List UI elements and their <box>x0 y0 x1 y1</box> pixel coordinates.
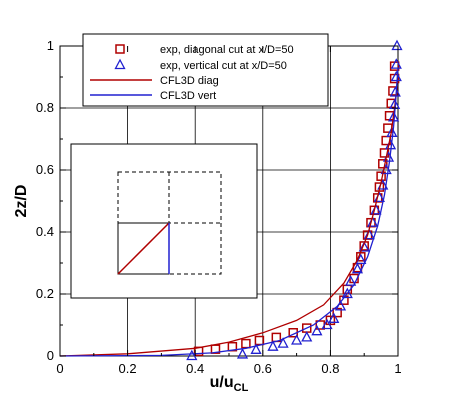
legend-marker-1 <box>114 58 126 70</box>
legend-label-1: exp, vertical cut at x/D=50 <box>160 60 287 72</box>
point-1-17 <box>367 216 379 227</box>
axes: 0 0.2 0.4 0.6 0.8 1 0 0.2 0.4 0.6 0.8 1 <box>36 38 402 376</box>
point-1-28 <box>390 70 402 82</box>
y-tick-label-5: 1 <box>47 38 54 53</box>
point-1-1 <box>236 348 249 359</box>
x-tick-label-5: 1 <box>394 361 401 376</box>
x-tick-label-1: 0.2 <box>119 361 137 376</box>
point-1-3 <box>267 340 279 351</box>
series-line-3 <box>59 67 399 357</box>
point-1-7 <box>311 324 323 336</box>
point-0-3 <box>241 338 251 349</box>
point-1-15 <box>358 241 370 252</box>
point-1-8 <box>321 318 333 330</box>
series-3 <box>59 67 399 357</box>
y-tick-label-1: 0.2 <box>36 286 54 301</box>
y-tick-label-2: 0.4 <box>36 224 54 239</box>
point-1-6 <box>301 331 313 342</box>
point-0-23 <box>378 159 388 169</box>
point-1-0 <box>186 349 198 361</box>
x-tick-label-3: 0.6 <box>254 361 272 376</box>
legend: exp, diagonal cut at x/D=50 exp, vertical… <box>82 33 329 107</box>
x-tick-label-2: 0.4 <box>186 361 204 376</box>
point-1-11 <box>341 287 353 299</box>
x-tick-label-0: 0 <box>56 361 63 376</box>
point-1-4 <box>277 337 289 348</box>
point-1-16 <box>363 228 375 240</box>
series-line-2 <box>59 92 397 357</box>
point-1-29 <box>390 58 402 69</box>
point-1-14 <box>355 253 367 265</box>
inset-frame <box>70 143 258 299</box>
legend-marker-0 <box>115 44 125 54</box>
point-1-5 <box>291 334 303 345</box>
series-2 <box>59 92 397 357</box>
y-axis-title: 2z/D <box>13 185 30 218</box>
y-tick-label-0: 0 <box>47 348 54 363</box>
legend-label-0: exp, diagonal cut at x/D=50 <box>160 44 294 56</box>
inset-sketch <box>70 143 258 299</box>
inset-diagonal-cut <box>117 222 170 275</box>
point-1-2 <box>250 343 262 354</box>
x-axis-title-main: u/u <box>210 374 234 391</box>
point-1-12 <box>345 275 357 286</box>
x-axis-title-subscript: CL <box>234 382 249 394</box>
point-1-18 <box>370 203 382 215</box>
y-tick-label-3: 0.6 <box>36 162 54 177</box>
y-tick-label-4: 0.8 <box>36 100 54 115</box>
point-1-9 <box>328 312 340 323</box>
point-0-4 <box>254 335 265 346</box>
legend-label-3: CFL3D vert <box>160 90 216 102</box>
point-1-13 <box>351 262 364 274</box>
point-1-30 <box>391 39 403 51</box>
legend-label-2: CFL3D diag <box>160 75 219 87</box>
series-layer <box>59 39 403 361</box>
x-tick-label-4: 0.8 <box>321 361 339 376</box>
x-axis-title: u/uCL <box>210 374 249 394</box>
